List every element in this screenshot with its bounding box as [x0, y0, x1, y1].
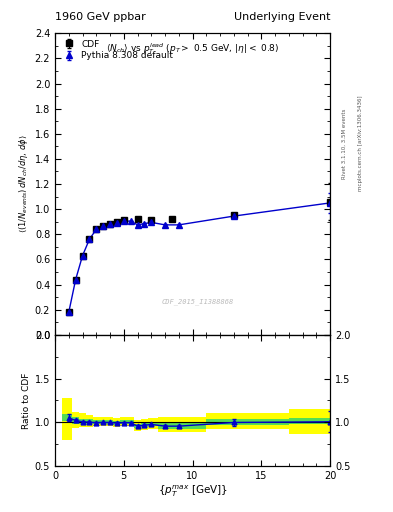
Bar	[134, 424, 141, 428]
Bar	[107, 420, 114, 424]
Y-axis label: $\langle(1/N_{events})\,dN_{ch}/d\eta,\,d\phi\rangle$: $\langle(1/N_{events})\,dN_{ch}/d\eta,\,…	[18, 135, 31, 233]
Bar	[289, 418, 337, 424]
Bar	[114, 421, 120, 425]
Bar	[206, 413, 289, 429]
Y-axis label: Ratio to CDF: Ratio to CDF	[22, 372, 31, 429]
Bar	[79, 419, 86, 424]
Bar	[134, 420, 141, 431]
Bar	[107, 417, 114, 426]
Bar	[72, 412, 79, 429]
Bar	[114, 418, 120, 427]
Bar	[172, 417, 206, 432]
Bar	[86, 415, 93, 427]
Bar	[79, 414, 86, 428]
Bar	[93, 417, 100, 426]
Bar	[141, 419, 148, 430]
Text: Rivet 3.1.10, 3.5M events: Rivet 3.1.10, 3.5M events	[342, 108, 347, 179]
Bar	[141, 423, 148, 427]
Bar	[158, 423, 172, 429]
Text: CDF_2015_I1388868: CDF_2015_I1388868	[162, 298, 234, 305]
Text: mcplots.cern.ch [arXiv:1306.3436]: mcplots.cern.ch [arXiv:1306.3436]	[358, 96, 363, 191]
Bar	[100, 417, 107, 426]
Bar	[72, 417, 79, 424]
Text: $\langle N_{ch}\rangle$ vs $p_T^{lead}$ ($p_T >$ 0.5 GeV, $|\eta| <$ 0.8): $\langle N_{ch}\rangle$ vs $p_T^{lead}$ …	[106, 41, 279, 56]
X-axis label: $\{p_T^{max}$ [GeV]$\}$: $\{p_T^{max}$ [GeV]$\}$	[158, 483, 228, 499]
Text: 1960 GeV ppbar: 1960 GeV ppbar	[55, 11, 146, 22]
Text: Underlying Event: Underlying Event	[233, 11, 330, 22]
Bar	[127, 417, 134, 426]
Bar	[93, 420, 100, 424]
Bar	[158, 417, 172, 432]
Bar	[206, 419, 289, 425]
Bar	[100, 420, 107, 424]
Bar	[172, 423, 206, 429]
Bar	[148, 422, 158, 426]
Legend: CDF, Pythia 8.308 default: CDF, Pythia 8.308 default	[59, 38, 175, 62]
Bar	[62, 398, 72, 440]
Bar	[62, 414, 72, 421]
Bar	[127, 420, 134, 424]
Bar	[148, 418, 158, 429]
Bar	[86, 419, 93, 424]
Bar	[289, 409, 337, 434]
Bar	[120, 417, 127, 426]
Bar	[120, 420, 127, 424]
